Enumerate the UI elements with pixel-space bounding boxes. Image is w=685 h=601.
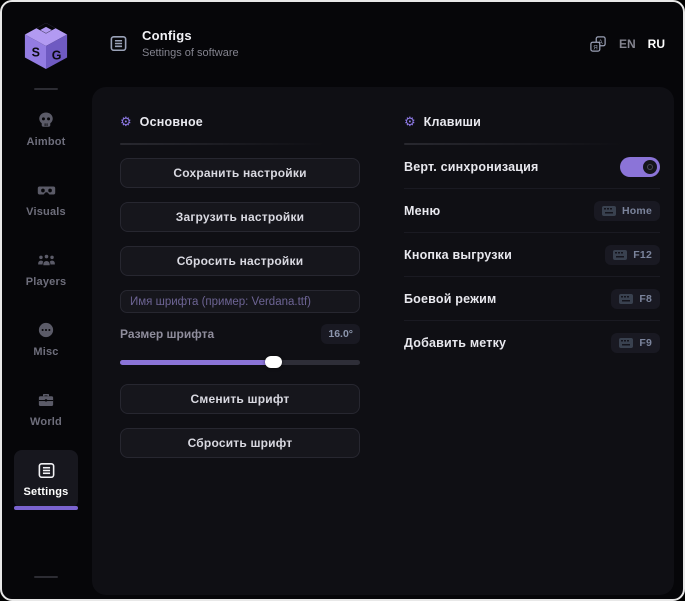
font-size-value-badge: 16.0° [321, 324, 360, 344]
keyboard-icon [602, 205, 617, 216]
font-name-input[interactable] [120, 290, 360, 313]
key-row-marker: Добавить метку F9 [404, 321, 660, 365]
briefcase-icon [36, 390, 56, 410]
svg-text:S: S [32, 46, 40, 60]
sidebar-item-label: Settings [23, 486, 69, 498]
keyboard-icon [619, 293, 634, 304]
section-divider [404, 143, 660, 145]
section-title: Клавиши [423, 115, 482, 129]
gear-icon: ⚙ [404, 114, 416, 130]
header-titles: Configs Settings of software [142, 28, 239, 59]
header-title-group: Configs Settings of software [106, 28, 239, 59]
toggle-knob [643, 159, 657, 174]
sidebar-item-visuals[interactable]: Visuals [14, 170, 78, 228]
section-divider [120, 143, 360, 145]
vsync-toggle[interactable] [620, 156, 660, 177]
sidebar-item-label: Aimbot [26, 136, 66, 148]
misc-dots-icon [36, 320, 56, 340]
sidebar-item-world[interactable]: World [14, 380, 78, 438]
translate-icon: A Я [589, 36, 607, 52]
keybind-value: F9 [639, 337, 652, 349]
sidebar: S G Aimbot [2, 2, 90, 599]
header: Configs Settings of software A Я EN RU [90, 2, 683, 87]
configs-icon [106, 31, 130, 55]
sidebar-item-players[interactable]: Players [14, 240, 78, 298]
font-size-row: Размер шрифта 16.0° [120, 324, 360, 344]
key-row-label: Кнопка выгрузки [404, 247, 513, 262]
lang-option-ru[interactable]: RU [647, 37, 665, 51]
app-logo: S G [21, 18, 71, 74]
font-size-slider-knob[interactable] [264, 356, 282, 368]
section-keys: ⚙ Клавиши Верт. синхронизация Меню Home [404, 87, 660, 595]
keybind-value: F8 [639, 292, 652, 305]
sidebar-item-settings[interactable]: Settings [14, 450, 78, 510]
key-row-label: Меню [404, 203, 441, 218]
content-card: ⚙ Основное Сохранить настройки Загрузить… [92, 87, 674, 595]
sidebar-item-label: Players [25, 276, 67, 288]
marker-keybind[interactable]: F9 [611, 333, 660, 353]
reset-settings-button[interactable]: Сбросить настройки [120, 246, 360, 276]
reset-font-button[interactable]: Сбросить шрифт [120, 428, 360, 458]
sidebar-nav: Aimbot Visuals [2, 100, 90, 520]
page-title: Configs [142, 28, 192, 43]
skull-icon [36, 110, 56, 130]
sidebar-item-label: World [30, 416, 62, 428]
players-icon [36, 250, 56, 270]
vr-goggles-icon [36, 180, 56, 200]
font-size-slider-fill [120, 360, 274, 365]
section-main: ⚙ Основное Сохранить настройки Загрузить… [120, 87, 360, 595]
sidebar-item-label: Misc [33, 346, 59, 358]
sidebar-item-label: Visuals [26, 206, 66, 218]
key-row-label: Верт. синхронизация [404, 159, 539, 174]
section-keys-header: ⚙ Клавиши [404, 113, 660, 131]
load-settings-button[interactable]: Загрузить настройки [120, 202, 360, 232]
section-title: Основное [139, 115, 203, 129]
section-main-header: ⚙ Основное [120, 113, 360, 131]
keybind-value: F12 [633, 248, 652, 261]
sidebar-item-misc[interactable]: Misc [14, 310, 78, 368]
key-row-label: Боевой режим [404, 291, 497, 306]
svg-text:G: G [52, 48, 62, 62]
key-row-combat: Боевой режим F8 [404, 277, 660, 321]
sidebar-top-divider [34, 88, 58, 90]
keyboard-icon [619, 338, 634, 348]
svg-text:Я: Я [593, 44, 598, 51]
list-icon [36, 460, 56, 480]
key-row-label: Добавить метку [404, 336, 507, 350]
svg-text:A: A [599, 39, 604, 46]
key-row-unload: Кнопка выгрузки F12 [404, 233, 660, 277]
sidebar-bottom-divider [34, 576, 58, 578]
keybind-value: Home [622, 204, 652, 217]
menu-keybind[interactable]: Home [594, 200, 660, 221]
font-size-slider[interactable] [120, 356, 360, 368]
cube-logo-icon: S G [24, 23, 68, 69]
key-row-menu: Меню Home [404, 189, 660, 233]
sidebar-item-aimbot[interactable]: Aimbot [14, 100, 78, 158]
change-font-button[interactable]: Сменить шрифт [120, 384, 360, 414]
combat-keybind[interactable]: F8 [611, 288, 660, 309]
lang-option-en[interactable]: EN [618, 37, 636, 51]
page-subtitle: Settings of software [142, 47, 239, 59]
keyboard-icon [613, 249, 628, 260]
key-row-vsync: Верт. синхронизация [404, 145, 660, 189]
save-settings-button[interactable]: Сохранить настройки [120, 158, 360, 188]
language-switcher: A Я EN RU [589, 36, 665, 52]
gear-icon: ⚙ [120, 114, 132, 130]
unload-keybind[interactable]: F12 [605, 244, 660, 265]
font-size-label: Размер шрифта [120, 327, 215, 341]
